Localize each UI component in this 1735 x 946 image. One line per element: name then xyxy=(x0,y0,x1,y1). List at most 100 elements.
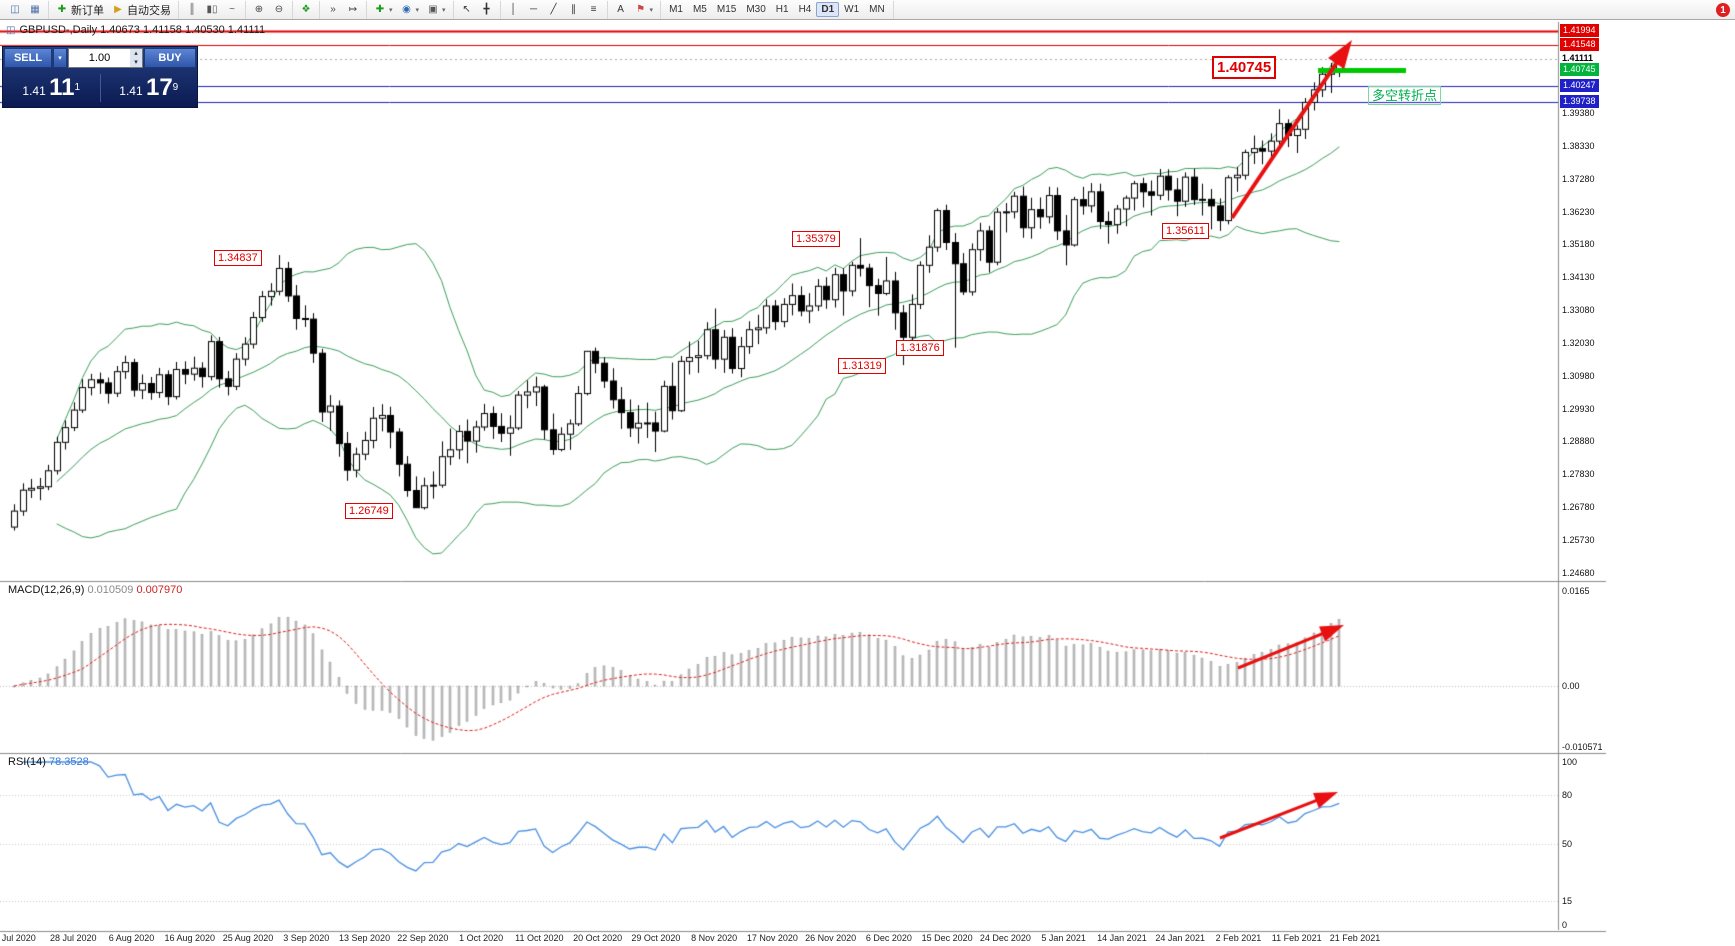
macd-label: MACD(12,26,9) 0.010509 0.007970 xyxy=(8,584,182,596)
toolbar-group: ✚ ▾ ◉ ▾ ▣ ▾ xyxy=(367,0,454,19)
line-chart-button[interactable]: ~ xyxy=(222,2,242,18)
pivot-point-annotation[interactable]: 多空转折点 xyxy=(1368,86,1442,105)
date-axis-label: 29 Oct 2020 xyxy=(631,933,681,943)
buy-button[interactable]: BUY xyxy=(144,48,196,68)
price-axis-tick: 1.30980 xyxy=(1562,370,1595,381)
rsi-axis-label: 0 xyxy=(1562,920,1568,930)
rsi-axis-label: 50 xyxy=(1562,838,1573,849)
price-axis-tick: 1.34130 xyxy=(1562,272,1595,283)
auto-scroll-button[interactable]: » xyxy=(323,2,343,18)
price-annotation[interactable]: 1.31876 xyxy=(896,340,944,356)
timeframe-h1-button[interactable]: H1 xyxy=(771,2,794,17)
chart-shift-button[interactable]: ↦ xyxy=(343,2,363,18)
breakout-price-annotation[interactable]: 1.40745 xyxy=(1212,56,1277,79)
candlestick-chart-icon: ▮▯ xyxy=(206,3,218,15)
profiles-button[interactable]: ▦ xyxy=(25,2,45,18)
macd-signal-value: 0.007970 xyxy=(136,584,183,596)
date-axis-label: 2 Feb 2021 xyxy=(1215,933,1262,943)
date-axis-label: 11 Feb 2021 xyxy=(1271,933,1322,943)
price-axis-tick: 1.28880 xyxy=(1562,436,1595,447)
date-axis-label: 15 Dec 2020 xyxy=(921,933,973,943)
zoom-in-button[interactable]: ⊕ xyxy=(249,2,269,18)
sell-button[interactable]: SELL xyxy=(4,48,52,68)
toolbar-group: ❖ xyxy=(293,0,320,19)
date-axis-label: 25 Aug 2020 xyxy=(222,933,274,943)
price-annotation[interactable]: 1.34837 xyxy=(214,250,262,266)
navigator-caret-icon: ▾ xyxy=(415,6,420,14)
ask-price[interactable]: 1.41 179 xyxy=(101,74,198,102)
chart-shift-icon: ↦ xyxy=(348,3,358,15)
one-click-trading-panel: SELL ▾ ▴ ▾ BUY 1.41 111 1.41 179 xyxy=(2,46,198,108)
quote-divider xyxy=(99,74,101,102)
one-click-quotes: 1.41 111 1.41 179 xyxy=(3,69,197,107)
bid-pips: 11 xyxy=(49,74,75,101)
indicators-button[interactable]: ✚ ▾ xyxy=(370,2,397,18)
navigator-button[interactable]: ◉ ▾ xyxy=(397,2,424,18)
volume-up-button[interactable]: ▴ xyxy=(134,50,138,57)
auto-trading-button[interactable]: ▶ 自动交易 xyxy=(108,2,175,18)
candlestick-chart-button[interactable]: ▮▯ xyxy=(202,2,222,18)
macd-name: MACD(12,26,9) xyxy=(8,584,85,596)
rsi-name: RSI(14) xyxy=(8,756,46,768)
date-axis-label: 9 Jul 2020 xyxy=(0,933,36,943)
zoom-out-icon: ⊖ xyxy=(274,3,284,15)
timeframe-mn-button[interactable]: MN xyxy=(864,2,890,17)
price-annotation[interactable]: 1.31319 xyxy=(838,358,886,374)
new-order-button[interactable]: ✚ 新订单 xyxy=(52,2,108,18)
sell-options-caret[interactable]: ▾ xyxy=(53,48,67,68)
rsi-value: 78.3528 xyxy=(48,756,89,768)
tile-windows-button[interactable]: ❖ xyxy=(296,2,316,18)
timeframe-d1-button[interactable]: D1 xyxy=(816,2,840,17)
timeframe-w1-button[interactable]: W1 xyxy=(839,2,864,17)
cursor-button[interactable]: ↖ xyxy=(457,2,477,18)
timeframe-m1-button[interactable]: M1 xyxy=(664,2,688,17)
price-line-badge: 1.41994 xyxy=(1560,24,1599,38)
timeframe-h4-button[interactable]: H4 xyxy=(794,2,817,17)
date-axis-label: 20 Oct 2020 xyxy=(573,933,623,943)
price-axis-tick: 1.26780 xyxy=(1562,502,1595,513)
trendline-button[interactable]: ╱ xyxy=(544,2,564,18)
price-line-badge: 1.40247 xyxy=(1560,78,1599,92)
volume-field: ▴ ▾ xyxy=(68,48,143,68)
channel-button[interactable]: ∥ xyxy=(564,2,584,18)
date-axis-label: 13 Sep 2020 xyxy=(339,933,391,943)
notification-badge[interactable]: 1 xyxy=(1716,3,1730,17)
price-axis-tick: 1.32030 xyxy=(1562,337,1595,348)
toolbar-group: ⊕ ⊖ xyxy=(246,0,293,19)
toolbar-group: A ⚑ ▾ xyxy=(608,0,662,19)
price-axis-tick: 1.33080 xyxy=(1562,305,1595,316)
timeframe-m5-button[interactable]: M5 xyxy=(688,2,712,17)
new-chart-button[interactable]: ◫ xyxy=(5,2,25,18)
timeframe-m15-button[interactable]: M15 xyxy=(712,2,741,17)
date-axis-label: 24 Jan 2021 xyxy=(1155,933,1205,943)
volume-input[interactable] xyxy=(69,49,130,67)
templates-button[interactable]: ▣ ▾ xyxy=(423,2,450,18)
text-button[interactable]: A xyxy=(611,2,631,18)
crosshair-button[interactable]: ╋ xyxy=(477,2,497,18)
macd-axis-label: 0.0165 xyxy=(1562,585,1590,596)
price-annotation[interactable]: 1.26749 xyxy=(345,503,393,519)
vertical-line-button[interactable]: │ xyxy=(504,2,524,18)
arrow-objects-icon: ⚑ xyxy=(636,3,646,15)
bid-base: 1.41 xyxy=(22,84,46,98)
date-axis-label: 1 Oct 2020 xyxy=(459,933,504,943)
arrow-objects-button[interactable]: ⚑ ▾ xyxy=(631,2,658,18)
auto-scroll-icon: » xyxy=(330,3,336,15)
templates-caret-icon: ▾ xyxy=(442,6,446,14)
line-chart-icon: ~ xyxy=(229,3,235,15)
price-annotation[interactable]: 1.35611 xyxy=(1162,223,1209,239)
volume-down-button[interactable]: ▾ xyxy=(134,59,138,66)
crosshair-icon: ╋ xyxy=(483,3,490,15)
bar-chart-button[interactable]: ║ xyxy=(182,2,202,18)
price-annotation[interactable]: 1.35379 xyxy=(792,231,840,247)
price-axis-tick: 1.36230 xyxy=(1562,206,1595,217)
zoom-out-button[interactable]: ⊖ xyxy=(269,2,289,18)
ohlc-text: GBPUSD-,Daily 1.40673 1.41158 1.40530 1.… xyxy=(19,24,266,36)
timeframe-m30-button[interactable]: M30 xyxy=(741,2,770,17)
bid-price[interactable]: 1.41 111 xyxy=(3,74,100,102)
templates-icon: ▣ xyxy=(428,3,438,15)
fibonacci-button[interactable]: ≡ xyxy=(584,2,604,18)
horizontal-line-button[interactable]: ─ xyxy=(524,2,544,18)
toolbar-group: │ ─ ╱ ∥ ≡ xyxy=(501,0,608,19)
